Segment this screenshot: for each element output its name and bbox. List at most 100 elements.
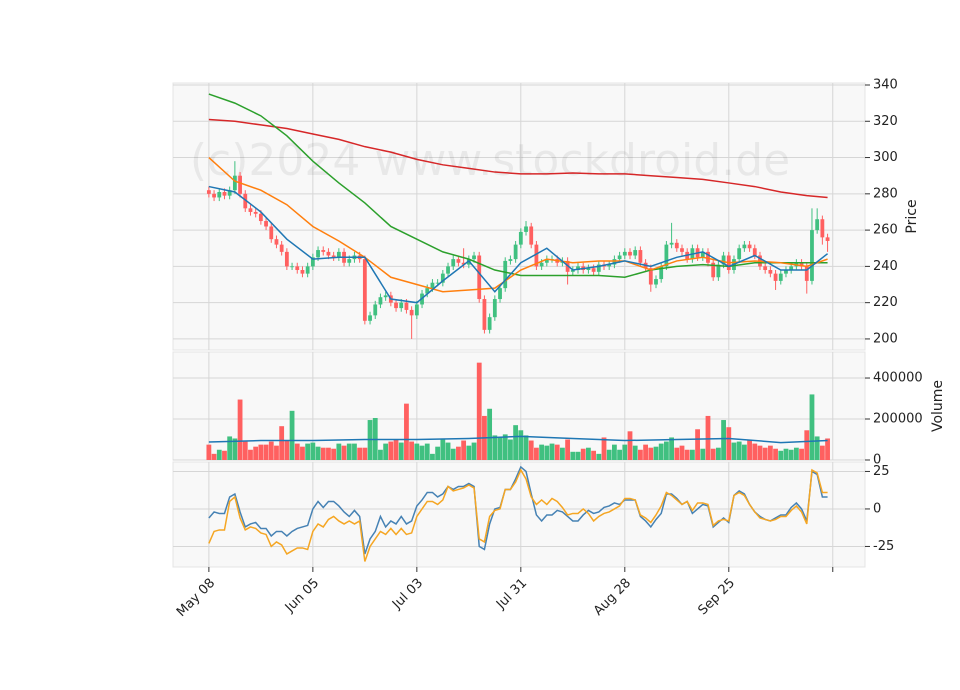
volume-bar	[362, 447, 368, 460]
candle-body	[310, 257, 315, 267]
volume-bar	[211, 453, 217, 460]
candle-body	[778, 273, 783, 281]
volume-bar	[305, 443, 311, 460]
volume-bar	[268, 441, 274, 460]
volume-bar	[705, 415, 711, 460]
y-tick-label: 25	[873, 464, 890, 479]
volume-bar	[575, 451, 581, 460]
volume-bar	[793, 447, 799, 460]
volume-bar	[767, 445, 773, 460]
volume-bar	[643, 444, 648, 460]
candle-body	[534, 244, 539, 267]
candle-body	[742, 244, 747, 249]
candle-body	[825, 237, 830, 241]
candle-body	[518, 231, 523, 245]
volume-bar	[752, 443, 758, 460]
volume-bar	[440, 439, 446, 460]
volume-bar	[326, 447, 331, 460]
y-tick-label: 200	[873, 331, 898, 346]
candle-body	[336, 251, 341, 258]
candle-body	[404, 302, 409, 310]
volume-bar	[658, 443, 664, 460]
candle-body	[815, 219, 820, 231]
candle-body	[435, 282, 440, 284]
volume-bar	[284, 440, 290, 460]
candle-body	[628, 251, 632, 256]
volume-bar	[570, 451, 576, 460]
candle-body	[492, 299, 497, 318]
y-tick-label: 280	[873, 186, 898, 201]
volume-bar	[274, 445, 279, 460]
y-tick-label: 300	[873, 150, 898, 165]
volume-bar	[695, 429, 700, 460]
candle-body	[768, 270, 773, 274]
candle-body	[706, 251, 710, 263]
candle-body	[596, 264, 601, 272]
volume-bar	[409, 441, 415, 460]
candle-body	[529, 226, 534, 245]
volume-bar	[819, 445, 825, 460]
volume-bar	[315, 446, 321, 460]
volume-bar	[487, 408, 493, 460]
volume-bar	[679, 445, 685, 460]
candle-body	[648, 268, 653, 285]
candle-body	[789, 266, 794, 271]
y-tick-label: 260	[873, 223, 898, 238]
candle-body	[664, 244, 669, 267]
volume-bar	[788, 449, 794, 460]
candle-body	[503, 260, 508, 289]
candle-body	[680, 248, 684, 252]
volume-bar	[258, 444, 264, 460]
x-tick-label: Jul 31	[493, 576, 530, 613]
line-series	[208, 185, 829, 304]
volume-bar	[586, 447, 591, 460]
volume-bar	[222, 450, 227, 460]
candle-body	[544, 259, 549, 263]
volume-bar	[320, 447, 326, 460]
candle-body	[487, 317, 492, 330]
candle-body	[378, 297, 383, 305]
candle-body	[331, 255, 336, 258]
line-series	[208, 156, 828, 293]
candle-body	[326, 251, 331, 256]
volume-bar	[710, 448, 716, 460]
volume-bar	[632, 445, 638, 460]
volume-bar	[596, 453, 602, 460]
volume-bar	[492, 435, 498, 460]
watermark: (c)2024 www.stockdroid.de	[190, 135, 790, 186]
volume-bar	[637, 449, 643, 460]
candle-body	[700, 251, 705, 258]
volume-bar	[674, 447, 680, 460]
volume-bar	[419, 445, 425, 460]
volume-bar	[700, 448, 706, 460]
panel-background	[172, 82, 866, 351]
candle-body	[243, 193, 248, 209]
candle-body	[305, 266, 310, 274]
volume-bar	[669, 437, 674, 460]
candle-body	[347, 259, 352, 263]
x-tick-label: Jul 03	[389, 576, 426, 613]
x-tick-label: May 08	[174, 576, 218, 620]
y-axis-label: Price	[904, 199, 920, 233]
volume-bar	[232, 438, 238, 460]
candle-body	[711, 262, 716, 278]
volume-bar	[388, 441, 394, 460]
volume-bar	[435, 446, 441, 460]
candle-body	[212, 193, 216, 198]
volume-bar	[606, 449, 612, 460]
volume-bar	[565, 439, 571, 460]
volume-bar	[726, 427, 732, 460]
candle-body	[752, 248, 757, 256]
candle-body	[316, 250, 320, 258]
volume-bar	[398, 442, 404, 460]
candle-body	[570, 270, 575, 272]
panel-background	[172, 461, 866, 568]
candle-body	[232, 175, 237, 191]
candle-body	[747, 244, 752, 249]
candle-body	[674, 242, 679, 249]
candle-body	[238, 175, 242, 194]
volume-bar	[248, 449, 253, 460]
line-series	[208, 468, 828, 562]
line-series	[208, 118, 828, 199]
volume-bar	[461, 440, 467, 460]
